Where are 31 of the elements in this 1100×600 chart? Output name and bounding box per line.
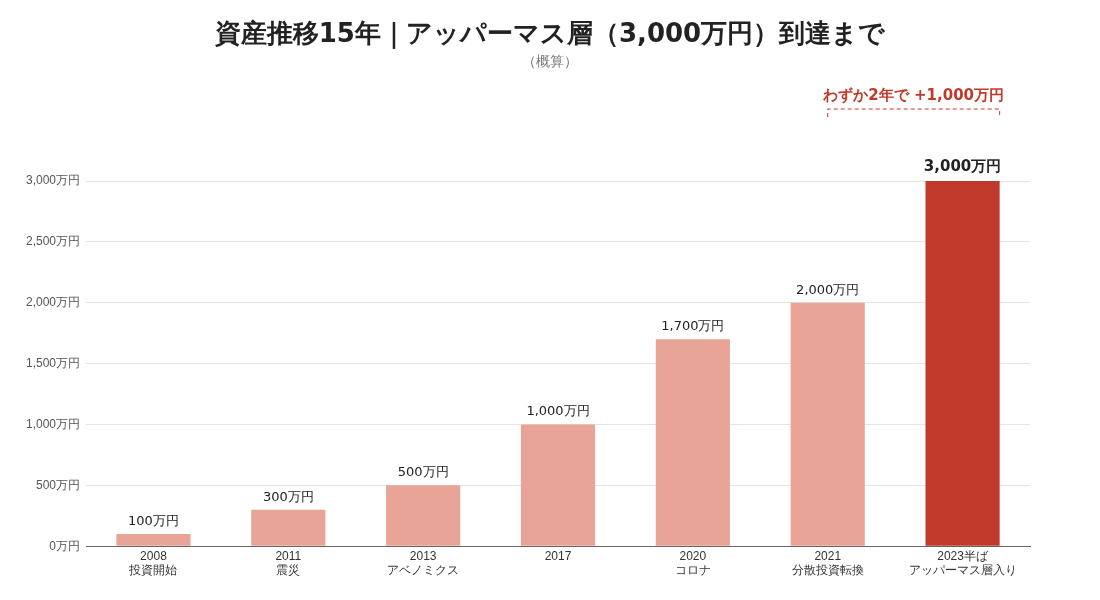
x-tick-label: 2017 xyxy=(544,548,572,563)
bar xyxy=(116,534,191,546)
bar xyxy=(520,424,596,546)
y-tick-label: 2,000万円 xyxy=(26,295,81,310)
data-label: 1,700万円 xyxy=(661,318,725,334)
chart-title: 資産推移15年｜アッパーマス層（3,000万円）到達まで xyxy=(213,17,887,51)
x-tick-label: 2023半ばアッパーマス層入り xyxy=(908,548,1017,578)
bar xyxy=(790,302,865,546)
bar xyxy=(251,509,326,546)
y-tick-label: 1,500万円 xyxy=(26,355,81,370)
bar xyxy=(655,339,730,546)
y-tick-label: 0万円 xyxy=(49,538,81,553)
data-label: 1,000万円 xyxy=(526,403,590,419)
text: わずか2年で +1,000万円 xyxy=(822,86,1005,105)
data-label: 300万円 xyxy=(262,488,314,504)
y-tick-label: 2,500万円 xyxy=(26,234,81,249)
data-label: 3,000万円 xyxy=(923,157,1002,176)
y-tick-label: 3,000万円 xyxy=(26,173,81,188)
y-tick-label: 500万円 xyxy=(36,477,81,492)
data-label: 2,000万円 xyxy=(796,281,860,297)
bar xyxy=(925,181,1000,546)
x-tick-label: 2021 分散投資転換 xyxy=(791,548,864,578)
data-label: 500万円 xyxy=(397,464,449,480)
x-tick-label: 2008 投資開始 xyxy=(128,548,178,578)
y-tick-label: 1,000万円 xyxy=(26,416,81,431)
x-tick-label: 2011 震災 xyxy=(275,548,302,578)
x-tick-label: 2013 アベノミクス xyxy=(387,548,460,578)
chart-subtitle: （概算） xyxy=(521,53,579,71)
bar xyxy=(386,485,461,546)
data-label: 100万円 xyxy=(128,512,179,528)
x-tick-label: 2020 コロナ xyxy=(674,548,711,578)
